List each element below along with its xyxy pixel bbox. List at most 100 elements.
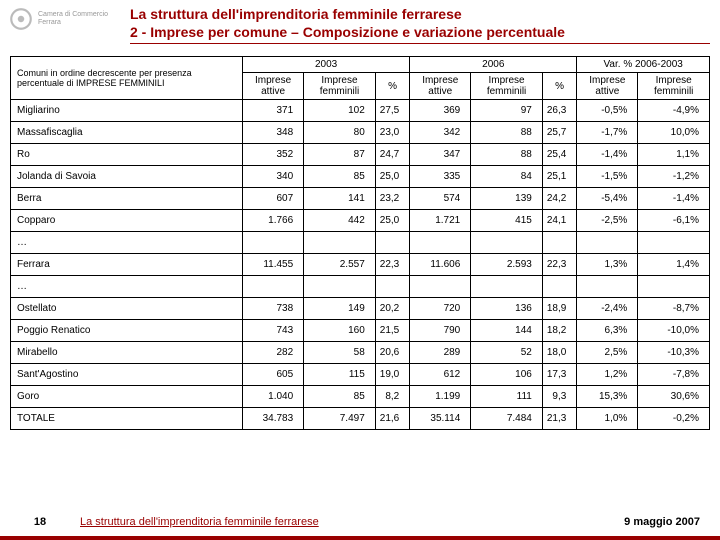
cell: 97: [471, 100, 543, 122]
cell: 352: [242, 144, 303, 166]
cell: [542, 232, 576, 254]
cell: 34.783: [242, 408, 303, 430]
cell: 25,1: [542, 166, 576, 188]
cell: 738: [242, 298, 303, 320]
cell: [542, 276, 576, 298]
cell: -1,4%: [577, 144, 638, 166]
cell: Berra: [11, 188, 243, 210]
cell: 87: [304, 144, 376, 166]
cell: 25,0: [375, 210, 409, 232]
ellipsis-row: …: [11, 276, 710, 298]
cell: [471, 276, 543, 298]
header-2006: 2006: [410, 57, 577, 73]
title-line2: 2 - Imprese per comune – Composizione e …: [130, 24, 710, 45]
cell: 19,0: [375, 364, 409, 386]
cell: 84: [471, 166, 543, 188]
cell: 7.484: [471, 408, 543, 430]
cell: 1.199: [410, 386, 471, 408]
cell: 2.593: [471, 254, 543, 276]
cell: 85: [304, 166, 376, 188]
cell: 144: [471, 320, 543, 342]
cell: 22,3: [542, 254, 576, 276]
cell: 21,5: [375, 320, 409, 342]
cell: 88: [471, 122, 543, 144]
table-row: Sant'Agostino60511519,061210617,31,2%-7,…: [11, 364, 710, 386]
cell: 720: [410, 298, 471, 320]
cell: 160: [304, 320, 376, 342]
cell: 8,2: [375, 386, 409, 408]
cell: 347: [410, 144, 471, 166]
cell: 335: [410, 166, 471, 188]
table-row: Mirabello2825820,62895218,02,5%-10,3%: [11, 342, 710, 364]
cell: 442: [304, 210, 376, 232]
cell: 1.766: [242, 210, 303, 232]
cell: 17,3: [542, 364, 576, 386]
cell: -2,5%: [577, 210, 638, 232]
cell: 790: [410, 320, 471, 342]
page-number: 18: [0, 516, 80, 528]
cell: [410, 276, 471, 298]
footer: 18 La struttura dell'imprenditoria femmi…: [0, 516, 720, 528]
cell: 22,3: [375, 254, 409, 276]
cell: 7.497: [304, 408, 376, 430]
cell: 85: [304, 386, 376, 408]
cell: -4,9%: [638, 100, 710, 122]
table-row: TOTALE34.7837.49721,635.1147.48421,31,0%…: [11, 408, 710, 430]
cell: [638, 276, 710, 298]
cell: 23,0: [375, 122, 409, 144]
cell: 25,4: [542, 144, 576, 166]
cell: 9,3: [542, 386, 576, 408]
org-logo: Camera di Commercio Ferrara: [8, 6, 108, 32]
cell: 743: [242, 320, 303, 342]
h-attive-03: Imprese attive: [242, 73, 303, 100]
cell: 342: [410, 122, 471, 144]
cell: 58: [304, 342, 376, 364]
cell: Sant'Agostino: [11, 364, 243, 386]
cell: 371: [242, 100, 303, 122]
desc-header: Comuni in ordine decrescente per presenz…: [11, 57, 243, 100]
cell: 369: [410, 100, 471, 122]
cell: -7,8%: [638, 364, 710, 386]
cell: -1,4%: [638, 188, 710, 210]
cell: [471, 232, 543, 254]
h-var-femm: Imprese femminili: [638, 73, 710, 100]
cell: 136: [471, 298, 543, 320]
cell: 149: [304, 298, 376, 320]
cell: 2,5%: [577, 342, 638, 364]
cell: 1,2%: [577, 364, 638, 386]
cell: 20,2: [375, 298, 409, 320]
cell: TOTALE: [11, 408, 243, 430]
cell: 18,0: [542, 342, 576, 364]
cell: [577, 232, 638, 254]
cell: Migliarino: [11, 100, 243, 122]
cell: [242, 232, 303, 254]
cell: Poggio Renatico: [11, 320, 243, 342]
cell: 1,0%: [577, 408, 638, 430]
table-row: Ostellato73814920,272013618,9-2,4%-8,7%: [11, 298, 710, 320]
cell: -1,5%: [577, 166, 638, 188]
ellipsis-cell: …: [11, 232, 243, 254]
cell: 348: [242, 122, 303, 144]
cell: 2.557: [304, 254, 376, 276]
logo-text2: Ferrara: [38, 19, 108, 27]
data-table: Comuni in ordine decrescente per presenz…: [10, 56, 710, 430]
cell: 10,0%: [638, 122, 710, 144]
main-content: Comuni in ordine decrescente per presenz…: [10, 56, 710, 430]
cell: 1,1%: [638, 144, 710, 166]
cell: 21,6: [375, 408, 409, 430]
cell: 21,3: [542, 408, 576, 430]
cell: Mirabello: [11, 342, 243, 364]
cell: 35.114: [410, 408, 471, 430]
cell: Jolanda di Savoia: [11, 166, 243, 188]
cell: 607: [242, 188, 303, 210]
cell: [375, 276, 409, 298]
h-pct-06: %: [542, 73, 576, 100]
table-row: Poggio Renatico74316021,579014418,26,3%-…: [11, 320, 710, 342]
cell: [577, 276, 638, 298]
cell: 26,3: [542, 100, 576, 122]
cell: Copparo: [11, 210, 243, 232]
h-femm-03: Imprese femminili: [304, 73, 376, 100]
cell: Goro: [11, 386, 243, 408]
cell: 30,6%: [638, 386, 710, 408]
table-row: Ro3528724,73478825,4-1,4%1,1%: [11, 144, 710, 166]
